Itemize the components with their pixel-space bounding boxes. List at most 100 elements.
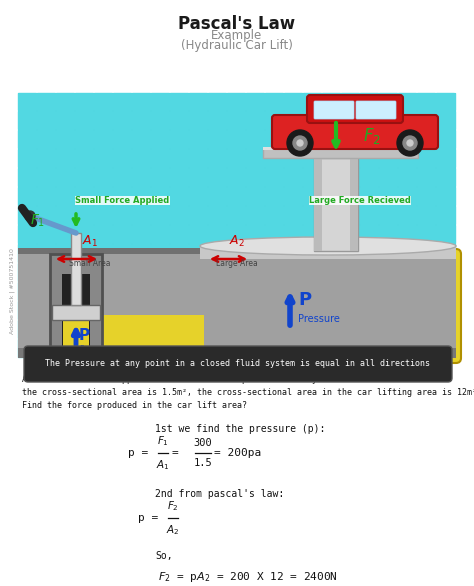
FancyBboxPatch shape <box>56 339 75 358</box>
Text: So,: So, <box>155 550 173 560</box>
FancyBboxPatch shape <box>246 130 265 149</box>
FancyBboxPatch shape <box>303 282 322 301</box>
FancyBboxPatch shape <box>189 111 208 130</box>
FancyBboxPatch shape <box>341 263 360 282</box>
FancyBboxPatch shape <box>151 206 170 225</box>
FancyBboxPatch shape <box>322 339 341 358</box>
FancyBboxPatch shape <box>37 244 56 263</box>
FancyBboxPatch shape <box>94 168 113 187</box>
FancyBboxPatch shape <box>37 149 56 168</box>
FancyBboxPatch shape <box>436 111 455 130</box>
FancyBboxPatch shape <box>417 149 436 168</box>
FancyBboxPatch shape <box>360 111 379 130</box>
FancyBboxPatch shape <box>379 130 398 149</box>
FancyBboxPatch shape <box>151 149 170 168</box>
FancyBboxPatch shape <box>37 339 56 358</box>
FancyBboxPatch shape <box>341 282 360 301</box>
Text: Example: Example <box>211 29 263 42</box>
FancyBboxPatch shape <box>360 244 379 263</box>
FancyBboxPatch shape <box>132 339 151 358</box>
FancyBboxPatch shape <box>94 244 113 263</box>
FancyBboxPatch shape <box>37 282 56 301</box>
FancyBboxPatch shape <box>341 320 360 339</box>
FancyBboxPatch shape <box>341 168 360 187</box>
FancyBboxPatch shape <box>170 130 189 149</box>
FancyBboxPatch shape <box>18 263 37 282</box>
FancyBboxPatch shape <box>18 320 37 339</box>
FancyBboxPatch shape <box>56 130 75 149</box>
FancyBboxPatch shape <box>18 130 37 149</box>
FancyBboxPatch shape <box>151 111 170 130</box>
Text: P: P <box>79 328 90 342</box>
FancyBboxPatch shape <box>455 168 456 187</box>
FancyBboxPatch shape <box>208 206 227 225</box>
FancyBboxPatch shape <box>246 244 265 263</box>
FancyBboxPatch shape <box>37 130 56 149</box>
FancyBboxPatch shape <box>71 233 81 305</box>
FancyBboxPatch shape <box>37 187 56 206</box>
FancyBboxPatch shape <box>360 206 379 225</box>
FancyBboxPatch shape <box>75 225 94 244</box>
FancyBboxPatch shape <box>436 339 455 358</box>
FancyBboxPatch shape <box>379 111 398 130</box>
FancyBboxPatch shape <box>360 225 379 244</box>
FancyBboxPatch shape <box>18 93 456 358</box>
FancyBboxPatch shape <box>113 244 132 263</box>
FancyBboxPatch shape <box>360 149 379 168</box>
FancyBboxPatch shape <box>417 282 436 301</box>
FancyBboxPatch shape <box>113 225 132 244</box>
Text: =: = <box>172 448 179 458</box>
FancyBboxPatch shape <box>284 282 303 301</box>
FancyBboxPatch shape <box>303 187 322 206</box>
Circle shape <box>407 140 413 146</box>
FancyBboxPatch shape <box>379 168 398 187</box>
Circle shape <box>287 130 313 156</box>
FancyBboxPatch shape <box>94 149 113 168</box>
Text: Small Force Applied: Small Force Applied <box>75 196 169 205</box>
FancyBboxPatch shape <box>75 111 94 130</box>
FancyBboxPatch shape <box>189 225 208 244</box>
Text: (Hydraulic Car Lift): (Hydraulic Car Lift) <box>181 39 293 52</box>
FancyBboxPatch shape <box>341 206 360 225</box>
FancyBboxPatch shape <box>113 320 132 339</box>
FancyBboxPatch shape <box>227 206 246 225</box>
FancyBboxPatch shape <box>189 282 208 301</box>
Text: = 200pa: = 200pa <box>214 448 261 458</box>
Text: $A_1$: $A_1$ <box>156 458 170 472</box>
FancyBboxPatch shape <box>208 244 227 263</box>
FancyBboxPatch shape <box>151 301 170 320</box>
FancyBboxPatch shape <box>455 206 456 225</box>
FancyBboxPatch shape <box>56 225 75 244</box>
FancyBboxPatch shape <box>263 148 418 158</box>
FancyBboxPatch shape <box>284 263 303 282</box>
FancyBboxPatch shape <box>170 263 189 282</box>
FancyBboxPatch shape <box>151 130 170 149</box>
FancyBboxPatch shape <box>94 111 113 130</box>
FancyBboxPatch shape <box>398 93 417 111</box>
Circle shape <box>397 130 423 156</box>
FancyBboxPatch shape <box>103 315 204 355</box>
FancyBboxPatch shape <box>284 130 303 149</box>
FancyBboxPatch shape <box>132 187 151 206</box>
FancyBboxPatch shape <box>56 168 75 187</box>
FancyBboxPatch shape <box>113 149 132 168</box>
FancyBboxPatch shape <box>436 320 455 339</box>
FancyBboxPatch shape <box>417 263 436 282</box>
FancyBboxPatch shape <box>170 282 189 301</box>
FancyBboxPatch shape <box>227 187 246 206</box>
Text: Small Area: Small Area <box>69 259 111 268</box>
FancyBboxPatch shape <box>208 168 227 187</box>
FancyBboxPatch shape <box>303 263 322 282</box>
FancyBboxPatch shape <box>246 282 265 301</box>
FancyBboxPatch shape <box>56 320 75 339</box>
FancyBboxPatch shape <box>94 339 113 358</box>
FancyBboxPatch shape <box>436 168 455 187</box>
FancyBboxPatch shape <box>303 225 322 244</box>
FancyBboxPatch shape <box>151 244 170 263</box>
FancyBboxPatch shape <box>360 93 379 111</box>
FancyBboxPatch shape <box>56 149 75 168</box>
FancyBboxPatch shape <box>18 244 37 263</box>
FancyBboxPatch shape <box>37 168 56 187</box>
FancyBboxPatch shape <box>246 168 265 187</box>
Text: the cross-sectional area is 1.5m², the cross-sectional area in the car lifting a: the cross-sectional area is 1.5m², the c… <box>22 388 474 397</box>
